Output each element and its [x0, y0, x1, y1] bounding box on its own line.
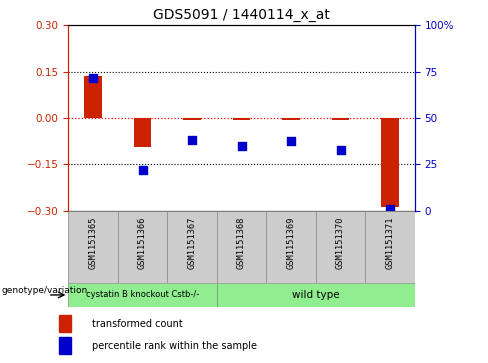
FancyBboxPatch shape	[217, 283, 415, 307]
FancyBboxPatch shape	[316, 211, 366, 283]
Bar	[84, 76, 102, 118]
FancyBboxPatch shape	[167, 211, 217, 283]
Bar	[59, 337, 71, 354]
FancyBboxPatch shape	[217, 211, 266, 283]
FancyBboxPatch shape	[118, 211, 167, 283]
Bar	[283, 118, 300, 119]
Text: GSM1151370: GSM1151370	[336, 217, 345, 269]
Bar	[233, 118, 250, 121]
Bar	[332, 118, 349, 119]
Text: wild type: wild type	[292, 290, 340, 300]
Text: GSM1151368: GSM1151368	[237, 217, 246, 269]
Point	[89, 76, 97, 81]
Title: GDS5091 / 1440114_x_at: GDS5091 / 1440114_x_at	[153, 8, 330, 22]
Text: GSM1151371: GSM1151371	[386, 217, 395, 269]
Bar	[59, 315, 71, 333]
Text: cystatin B knockout Cstb-/-: cystatin B knockout Cstb-/-	[86, 290, 199, 299]
Point	[337, 147, 345, 153]
Point	[188, 137, 196, 143]
FancyBboxPatch shape	[266, 211, 316, 283]
Point	[386, 206, 394, 212]
Text: GSM1151367: GSM1151367	[187, 217, 197, 269]
FancyBboxPatch shape	[68, 283, 217, 307]
FancyBboxPatch shape	[68, 211, 118, 283]
Bar	[183, 118, 201, 119]
Text: GSM1151366: GSM1151366	[138, 217, 147, 269]
FancyBboxPatch shape	[366, 211, 415, 283]
Text: transformed count: transformed count	[92, 319, 183, 329]
Text: genotype/variation: genotype/variation	[1, 286, 88, 295]
Text: GSM1151365: GSM1151365	[88, 217, 98, 269]
Text: GSM1151369: GSM1151369	[286, 217, 296, 269]
Point	[287, 138, 295, 144]
Bar	[382, 118, 399, 207]
Text: percentile rank within the sample: percentile rank within the sample	[92, 341, 257, 351]
Point	[139, 167, 146, 173]
Point	[238, 143, 245, 149]
Bar	[134, 118, 151, 147]
